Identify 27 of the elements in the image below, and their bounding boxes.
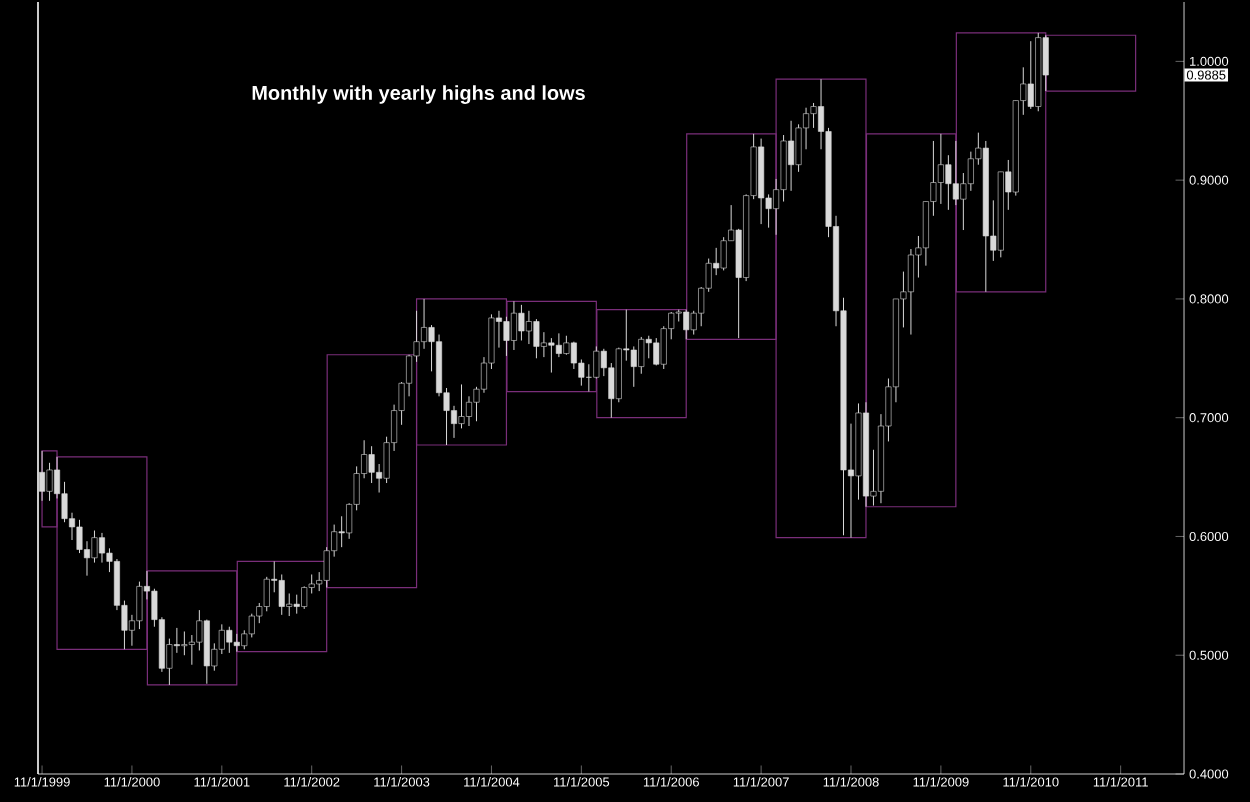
candlestick bbox=[458, 383, 465, 429]
candlestick bbox=[638, 336, 645, 375]
candlestick bbox=[548, 337, 555, 374]
candlestick bbox=[466, 395, 472, 427]
candlestick bbox=[525, 310, 532, 345]
candlestick bbox=[518, 304, 525, 341]
candlestick bbox=[570, 341, 577, 370]
candlestick bbox=[952, 140, 959, 206]
candlestick bbox=[510, 300, 517, 351]
candlestick bbox=[555, 332, 562, 358]
candlestick bbox=[293, 594, 300, 615]
candlestick bbox=[226, 626, 233, 654]
candlestick bbox=[907, 248, 914, 336]
candlestick bbox=[593, 345, 600, 379]
candlestick bbox=[421, 298, 428, 350]
candlestick bbox=[503, 316, 510, 357]
candlestick bbox=[683, 309, 690, 340]
candlestick bbox=[937, 133, 944, 205]
candlestick bbox=[533, 318, 540, 359]
candlestick bbox=[98, 532, 105, 564]
text: Monthly with yearly highs and lows bbox=[252, 85, 585, 104]
candlestick bbox=[1027, 40, 1034, 110]
candlestick bbox=[645, 335, 652, 359]
candlestick bbox=[39, 450, 46, 502]
candlestick bbox=[720, 236, 727, 271]
candlestick bbox=[563, 335, 570, 356]
candlestick bbox=[788, 120, 795, 192]
